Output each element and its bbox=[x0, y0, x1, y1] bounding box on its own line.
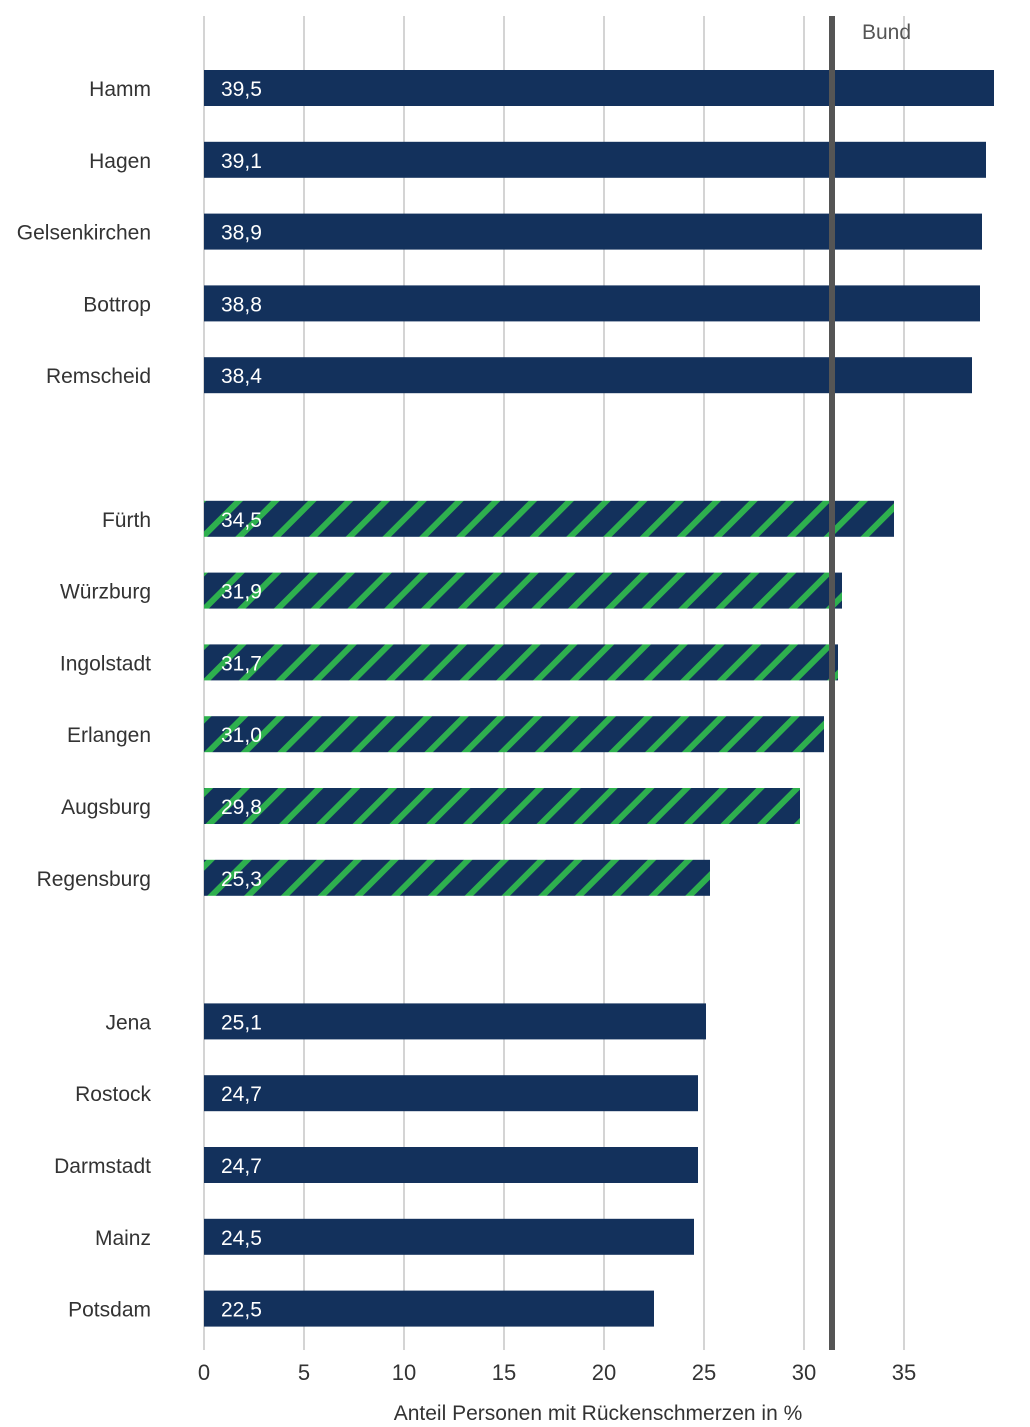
x-tick-label: 15 bbox=[492, 1360, 516, 1385]
bar bbox=[204, 788, 800, 824]
bar-value-label: 38,4 bbox=[221, 365, 262, 388]
reference-line-group: Bund bbox=[829, 16, 911, 1350]
bar-value-label: 25,3 bbox=[221, 868, 262, 891]
category-label: Fürth bbox=[102, 509, 151, 532]
x-tick-label: 35 bbox=[892, 1360, 916, 1385]
category-label: Regensburg bbox=[37, 868, 151, 891]
category-label: Rostock bbox=[75, 1083, 151, 1106]
bar-value-label: 22,5 bbox=[221, 1299, 262, 1322]
bar bbox=[204, 70, 994, 106]
category-label: Bottrop bbox=[83, 293, 151, 316]
reference-line-label: Bund bbox=[862, 21, 911, 44]
bar-value-label: 31,7 bbox=[221, 652, 262, 675]
bar-value-label: 25,1 bbox=[221, 1011, 262, 1034]
bar bbox=[204, 1003, 706, 1040]
bar-value-label: 38,9 bbox=[221, 222, 262, 245]
category-label: Darmstadt bbox=[54, 1155, 151, 1178]
bar bbox=[204, 1218, 694, 1255]
x-tick-label: 25 bbox=[692, 1360, 716, 1385]
bar-value-label: 24,5 bbox=[221, 1227, 262, 1250]
x-tick-label: 10 bbox=[392, 1360, 416, 1385]
category-labels: Hamm Hagen Gelsenkirchen Bottrop Remscheid Fü… bbox=[17, 78, 152, 1322]
bar bbox=[204, 859, 710, 896]
bar-value-label: 29,8 bbox=[221, 796, 262, 819]
bar bbox=[204, 1147, 698, 1183]
category-label: Hagen bbox=[89, 150, 151, 173]
x-tick-label: 30 bbox=[792, 1360, 816, 1385]
bar-value-label: 34,5 bbox=[221, 509, 262, 532]
bar bbox=[204, 213, 982, 250]
bar bbox=[204, 500, 894, 537]
x-tick-label: 5 bbox=[298, 1360, 310, 1385]
bar bbox=[204, 1290, 654, 1327]
bar bbox=[204, 285, 980, 322]
bar bbox=[204, 644, 838, 681]
bar-value-label: 39,5 bbox=[221, 78, 262, 101]
x-tick-label: 0 bbox=[198, 1360, 210, 1385]
bar-value-label: 38,8 bbox=[221, 293, 262, 316]
category-label: Hamm bbox=[89, 78, 151, 101]
x-axis-ticks: 0 5 10 15 20 25 30 35 bbox=[198, 1360, 916, 1385]
category-label: Ingolstadt bbox=[60, 652, 151, 675]
bar bbox=[204, 141, 986, 178]
bar bbox=[204, 572, 842, 609]
bar bbox=[204, 1075, 698, 1112]
x-tick-label: 20 bbox=[592, 1360, 616, 1385]
category-label: Potsdam bbox=[68, 1299, 151, 1322]
bar-value-label: 24,7 bbox=[221, 1083, 262, 1106]
bars: 39,5 39,1 38,9 38,8 38,4 34,5 31,9 31,7 31,0 29,8… bbox=[204, 70, 994, 1327]
bar bbox=[204, 357, 972, 394]
category-label: Gelsenkirchen bbox=[17, 222, 151, 245]
bar bbox=[204, 716, 824, 753]
bar-value-label: 39,1 bbox=[221, 150, 262, 173]
category-label: Erlangen bbox=[67, 724, 151, 747]
category-label: Augsburg bbox=[61, 796, 151, 819]
bar-value-label: 24,7 bbox=[221, 1155, 262, 1178]
category-label: Remscheid bbox=[46, 365, 151, 388]
category-label: Mainz bbox=[95, 1227, 151, 1250]
bar-value-label: 31,9 bbox=[221, 581, 262, 604]
category-label: Jena bbox=[105, 1011, 151, 1034]
x-axis-title: Anteil Personen mit Rückenschmerzen in % bbox=[394, 1402, 803, 1422]
bar-value-label: 31,0 bbox=[221, 724, 262, 747]
category-label: Würzburg bbox=[60, 581, 151, 604]
